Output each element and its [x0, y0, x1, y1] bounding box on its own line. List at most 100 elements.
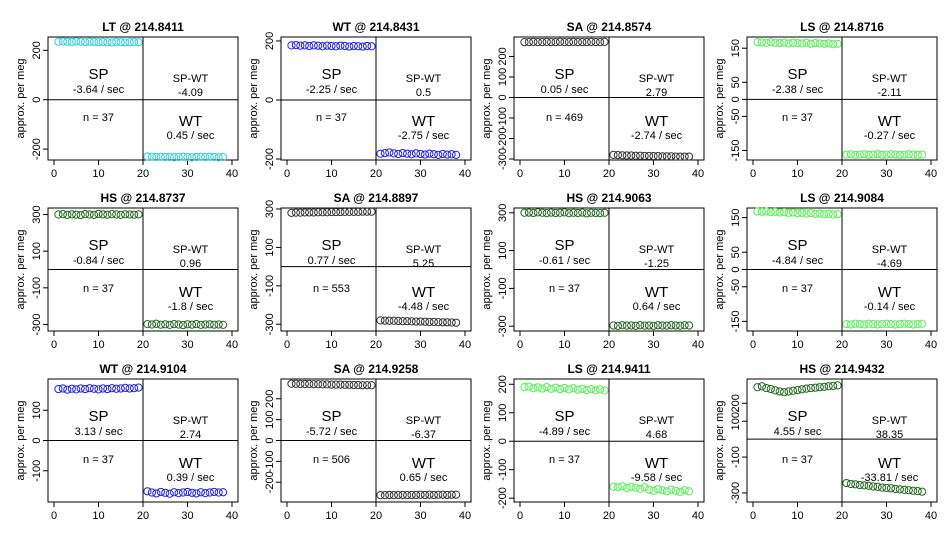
- sp-point: [753, 37, 762, 47]
- spwt-label: SP-WT: [406, 244, 442, 256]
- x-tick-label: 10: [92, 339, 104, 351]
- sp-point: [582, 38, 591, 47]
- sp-point: [89, 37, 99, 47]
- n-count: n = 553: [313, 283, 350, 295]
- sp-point: [797, 208, 807, 217]
- sp-point: [766, 384, 775, 394]
- sp-point: [520, 208, 529, 217]
- x-tick-label: 40: [226, 339, 238, 351]
- x-tick-label: 0: [51, 168, 57, 180]
- x-tick-label: 0: [750, 510, 756, 522]
- wt-point: [429, 490, 438, 500]
- wt-point: [152, 152, 161, 162]
- wt-point: [900, 319, 909, 328]
- sp-point: [600, 37, 609, 46]
- wt-point: [864, 481, 873, 490]
- x-tick-label: 40: [925, 339, 937, 351]
- wt-point: [851, 150, 860, 160]
- sp-point: [833, 381, 842, 390]
- sp-point: [542, 209, 551, 218]
- wt-point: [640, 483, 649, 492]
- sp-label: SP: [787, 237, 807, 254]
- wt-rate: -2.75 / sec: [398, 130, 450, 142]
- wt-point: [855, 480, 864, 490]
- sp-point: [76, 384, 85, 393]
- sp-point: [130, 210, 139, 219]
- x-tick-label: 20: [370, 339, 382, 351]
- wt-point: [447, 150, 456, 159]
- wt-point: [205, 152, 214, 161]
- sp-point: [824, 382, 833, 391]
- wt-point: [671, 321, 680, 330]
- sp-point: [578, 384, 587, 393]
- sp-point: [336, 380, 345, 389]
- sp-point: [542, 37, 551, 46]
- sp-point: [363, 381, 372, 390]
- x-tick-label: 40: [925, 510, 937, 522]
- n-count: n = 37: [549, 283, 580, 295]
- sp-point: [134, 38, 143, 47]
- wt-point: [873, 150, 882, 159]
- wt-point: [174, 320, 183, 329]
- x-tick-label: 30: [414, 168, 426, 180]
- wt-point: [147, 320, 156, 329]
- spwt-label: SP-WT: [173, 415, 209, 427]
- wt-point: [178, 152, 188, 161]
- spwt-label: SP-WT: [639, 415, 675, 427]
- x-tick-label: 20: [836, 168, 848, 180]
- wt-point: [196, 152, 205, 161]
- wt-point: [201, 489, 210, 498]
- x-tick-label: 30: [647, 339, 659, 351]
- wt-point: [170, 320, 179, 329]
- wt-point: [873, 482, 882, 491]
- x-tick-label: 20: [603, 168, 615, 180]
- sp-point: [788, 38, 798, 47]
- y-tick-label: 100: [31, 242, 43, 260]
- sp-point: [780, 388, 789, 397]
- wt-point: [653, 321, 663, 330]
- x-tick-label: 30: [880, 510, 892, 522]
- x-tick-label: 10: [92, 510, 104, 522]
- wt-label: WT: [645, 455, 668, 472]
- wt-rate: -1.8 / sec: [168, 301, 214, 313]
- sp-point: [547, 208, 556, 217]
- wt-point: [631, 151, 640, 160]
- wt-point: [376, 149, 385, 158]
- wt-rate: 0.45 / sec: [167, 130, 215, 142]
- sp-point: [766, 37, 775, 47]
- sp-point: [788, 208, 798, 217]
- wt-point: [403, 149, 412, 158]
- x-tick-label: 0: [51, 510, 57, 522]
- x-tick-label: 40: [692, 168, 704, 180]
- y-tick-label: -200: [264, 148, 276, 170]
- n-count: n = 506: [313, 454, 350, 466]
- sp-point: [766, 208, 775, 217]
- panel-10: SA @ 214.9258 0 10 20 30 40 -200-100 0 100 200 app…: [248, 362, 472, 522]
- sp-point: [58, 37, 68, 46]
- sp-point: [309, 41, 318, 50]
- wt-point: [909, 150, 918, 159]
- wt-point: [636, 321, 645, 330]
- spwt-value: 2.74: [180, 429, 201, 441]
- x-tick-label: 40: [692, 510, 704, 522]
- x-tick-label: 20: [603, 339, 615, 351]
- x-tick-label: 30: [880, 168, 892, 180]
- sp-point: [802, 209, 811, 218]
- wt-point: [667, 321, 676, 330]
- wt-point: [443, 490, 452, 500]
- sp-point: [331, 380, 341, 389]
- y-axis-label: approx. per meg: [248, 400, 260, 480]
- sp-rate: -2.25 / sec: [306, 84, 358, 96]
- wt-point: [380, 148, 389, 158]
- sp-point: [564, 209, 574, 218]
- sp-rate: -0.84 / sec: [73, 255, 125, 267]
- wt-point: [900, 485, 909, 494]
- sp-point: [327, 380, 336, 389]
- sp-point: [134, 383, 143, 392]
- sp-point: [753, 383, 762, 392]
- wt-label: WT: [878, 113, 901, 130]
- sp-point: [296, 208, 305, 217]
- sp-point: [291, 208, 300, 217]
- sp-point: [76, 210, 85, 220]
- y-axis-label: approx. per meg: [714, 58, 726, 138]
